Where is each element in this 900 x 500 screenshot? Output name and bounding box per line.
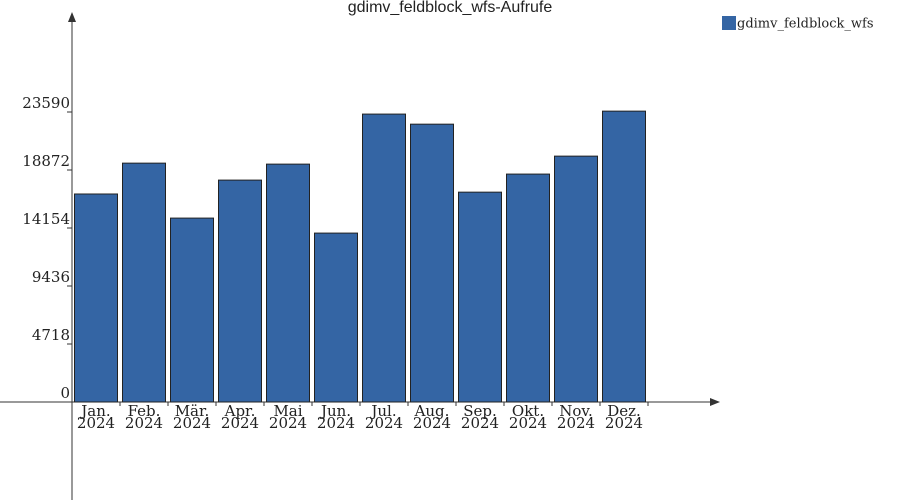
y-tick-label: 14154	[22, 210, 70, 228]
y-axis-arrow	[68, 12, 76, 22]
bar	[506, 173, 550, 403]
bar	[362, 113, 406, 403]
x-tick-label: Apr. 2024	[220, 402, 260, 432]
bar	[554, 155, 598, 403]
y-tick-label: 18872	[22, 152, 70, 170]
x-tick-label: Mai 2024	[268, 402, 308, 432]
y-tick-label: 9436	[32, 268, 70, 286]
bar	[218, 179, 262, 403]
x-tick-label: Jan. 2024	[76, 402, 116, 432]
x-axis-arrow	[710, 398, 720, 406]
y-tick-label: 23590	[22, 94, 70, 112]
legend-label: gdimv_feldblock_wfs	[737, 17, 874, 32]
x-tick-label: Feb. 2024	[124, 402, 164, 432]
x-tick-label: Jul. 2024	[364, 402, 404, 432]
x-tick-label: Dez. 2024	[604, 402, 644, 432]
bar	[122, 162, 166, 403]
x-tick-label: Nov. 2024	[556, 402, 596, 432]
bar	[266, 163, 310, 403]
x-tick-label: Sep. 2024	[460, 402, 500, 432]
chart-title: gdimv_feldblock_wfs-Aufrufe	[348, 0, 553, 16]
bar	[74, 193, 118, 403]
x-tick-label: Mär. 2024	[172, 402, 212, 432]
x-tick-label: Aug. 2024	[412, 402, 452, 432]
legend-swatch	[722, 16, 736, 30]
y-tick-label: 4718	[32, 326, 70, 344]
x-tick-label: Jun. 2024	[316, 402, 356, 432]
bar	[602, 110, 646, 403]
bar	[458, 191, 502, 403]
y-tick-label: 0	[60, 384, 70, 402]
bar	[410, 123, 454, 403]
x-tick-label: Okt. 2024	[508, 402, 548, 432]
bar	[314, 232, 358, 403]
bar	[170, 217, 214, 403]
